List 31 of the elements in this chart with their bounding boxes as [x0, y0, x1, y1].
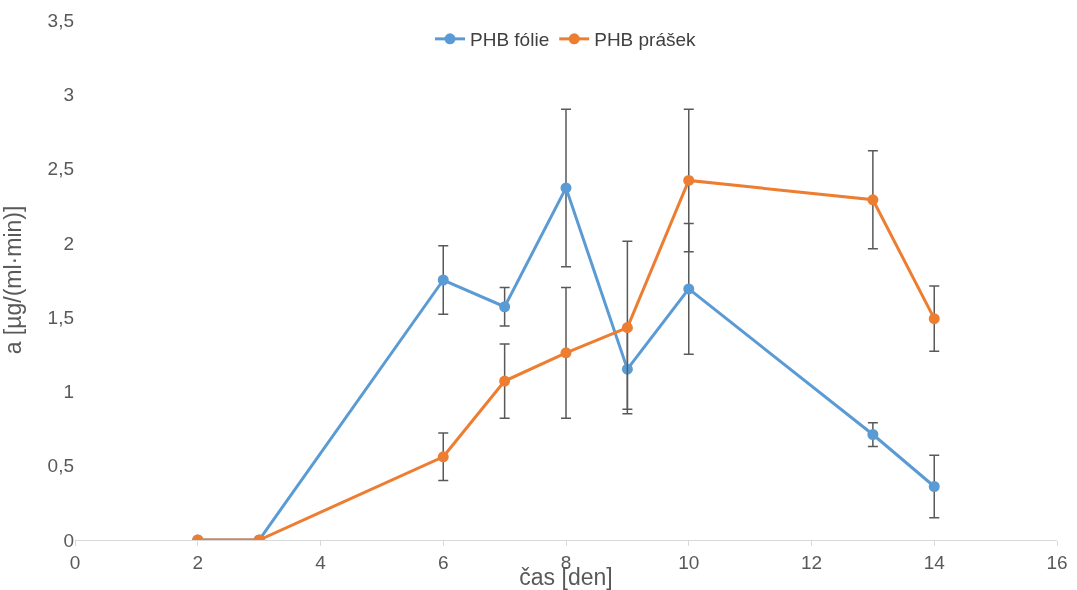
- point: [499, 301, 511, 313]
- y-axis-title: a [µg/(ml·min)]: [0, 205, 26, 355]
- y-tick-label: 0: [63, 529, 74, 551]
- x-tick-label: 2: [192, 551, 204, 573]
- y-tick-label: 2,5: [47, 158, 74, 180]
- point: [683, 283, 695, 295]
- x-tick-label: 16: [1046, 551, 1068, 573]
- x-tick-label: 4: [315, 551, 327, 573]
- y-tick-label: 0,5: [47, 455, 74, 477]
- point: [867, 429, 879, 441]
- point: [928, 313, 940, 325]
- y-tick-label: 1,5: [47, 306, 74, 328]
- y-tick-label: 3,5: [47, 9, 74, 31]
- point: [683, 174, 695, 186]
- point: [560, 182, 572, 194]
- point: [621, 322, 633, 334]
- point: [437, 451, 449, 463]
- x-tick-label: 14: [923, 551, 946, 573]
- point: [437, 274, 449, 286]
- y-tick-label: 1: [63, 381, 74, 403]
- point: [928, 481, 940, 493]
- x-tick-label: 12: [800, 551, 823, 573]
- y-tick-label: 2: [63, 232, 74, 254]
- legend-label: PHB prášek: [594, 29, 697, 51]
- x-tick-label: 6: [437, 551, 449, 573]
- y-tick-label: 3: [63, 83, 74, 105]
- point: [560, 347, 572, 359]
- x-tick-label: 10: [678, 551, 700, 573]
- point: [499, 375, 511, 387]
- point: [867, 194, 879, 206]
- legend-label: PHB fólie: [470, 29, 550, 51]
